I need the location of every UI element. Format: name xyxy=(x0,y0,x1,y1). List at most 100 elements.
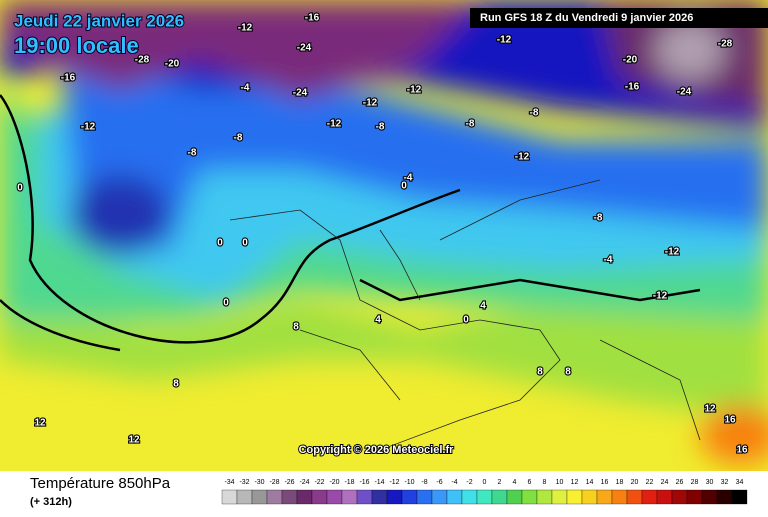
legend-swatch xyxy=(431,489,448,505)
legend-label: 30 xyxy=(706,479,714,486)
legend-label: -32 xyxy=(239,479,249,486)
isotherm-label: 16 xyxy=(736,445,748,456)
legend-label: 14 xyxy=(586,479,594,486)
legend-swatch xyxy=(386,489,403,505)
isotherm-label: -12 xyxy=(497,35,512,46)
isotherm-label: -4 xyxy=(241,83,250,94)
isotherm-label: -12 xyxy=(238,23,253,34)
legend-swatch xyxy=(221,489,238,505)
legend-label: -34 xyxy=(224,479,234,486)
isotherm-label: -12 xyxy=(363,98,378,109)
legend-label: -10 xyxy=(404,479,414,486)
legend-swatch xyxy=(266,489,283,505)
isotherm-label: -8 xyxy=(594,213,603,224)
legend-swatch xyxy=(236,489,253,505)
legend-swatch xyxy=(476,489,493,505)
legend-swatch xyxy=(716,489,733,505)
isotherm-label: -4 xyxy=(404,173,413,184)
isotherm-label: 4 xyxy=(375,315,381,326)
legend-swatch xyxy=(671,489,688,505)
isotherm-label: 0 xyxy=(401,181,407,192)
legend-label: 16 xyxy=(601,479,609,486)
legend-swatch xyxy=(656,489,673,505)
legend-swatch xyxy=(446,489,463,505)
legend-swatch xyxy=(626,489,643,505)
legend-swatch xyxy=(611,489,628,505)
legend-label: 2 xyxy=(498,479,502,486)
run: Run GFS 18 Z du Vendredi 9 janvier 2026 xyxy=(480,12,693,24)
isotherm-label: -12 xyxy=(515,152,530,163)
isotherm-label: -16 xyxy=(61,73,76,84)
legend-swatch xyxy=(371,489,388,505)
legend-label: 8 xyxy=(543,479,547,486)
run-box xyxy=(470,8,768,28)
parameter: Température 850hPa xyxy=(30,475,171,492)
time: 19:00 locale xyxy=(14,33,139,58)
isotherm-label: -12 xyxy=(81,122,96,133)
legend-swatch xyxy=(521,489,538,505)
legend-swatch xyxy=(686,489,703,505)
legend-label: 12 xyxy=(571,479,579,486)
legend-label: -2 xyxy=(466,479,472,486)
isotherm-label: -12 xyxy=(407,85,422,96)
isotherm-label: 0 xyxy=(242,238,248,249)
legend-swatch xyxy=(401,489,418,505)
legend-label: -26 xyxy=(284,479,294,486)
isotherm-label: 12 xyxy=(128,435,140,446)
legend-label: -4 xyxy=(451,479,457,486)
isotherm-label: -8 xyxy=(234,133,243,144)
legend-swatch xyxy=(311,489,328,505)
isotherm-label: 12 xyxy=(704,404,716,415)
isotherm-label: 8 xyxy=(565,367,571,378)
isotherm-label: 0 xyxy=(223,298,229,309)
isotherm-label: -8 xyxy=(376,122,385,133)
legend-swatch xyxy=(701,489,718,505)
isotherm-label: -8 xyxy=(530,108,539,119)
isotherm-label: 8 xyxy=(173,379,179,390)
legend-swatch xyxy=(536,489,553,505)
legend-label: -16 xyxy=(359,479,369,486)
legend-label: -6 xyxy=(436,479,442,486)
legend-label: 22 xyxy=(646,479,654,486)
isotherm-label: -28 xyxy=(135,55,150,66)
legend-swatch xyxy=(566,489,583,505)
legend-label: 4 xyxy=(513,479,517,486)
isotherm-label: -16 xyxy=(625,82,640,93)
isotherm-label: 0 xyxy=(17,183,23,194)
legend-label: 10 xyxy=(556,479,564,486)
title: Jeudi 22 janvier 2026 xyxy=(14,11,184,30)
isotherm-label: -28 xyxy=(718,39,733,50)
legend-swatch xyxy=(506,489,523,505)
isotherm-label: -8 xyxy=(188,148,197,159)
isotherm-label: -8 xyxy=(466,119,475,130)
legend-label: 20 xyxy=(631,479,639,486)
legend-swatch xyxy=(281,489,298,505)
copyright: Copyright © 2026 Meteociel.fr xyxy=(299,444,455,456)
legend-swatch xyxy=(326,489,343,505)
isotherm-label: 0 xyxy=(463,315,469,326)
isotherm-label: 4 xyxy=(480,301,486,312)
legend-label: -12 xyxy=(389,479,399,486)
isotherm-label: -4 xyxy=(604,255,613,266)
isotherm-label: -24 xyxy=(297,43,312,54)
legend-label: -18 xyxy=(344,479,354,486)
legend-label: 6 xyxy=(528,479,532,486)
legend-label: 0 xyxy=(483,479,487,486)
legend-label: 26 xyxy=(676,479,684,486)
legend-label: -28 xyxy=(269,479,279,486)
legend-label: 18 xyxy=(616,479,624,486)
legend-label: 24 xyxy=(661,479,669,486)
legend-swatch xyxy=(461,489,478,505)
legend-label: 28 xyxy=(691,479,699,486)
legend-swatch xyxy=(731,489,748,505)
legend-label: -30 xyxy=(254,479,264,486)
legend-label: 34 xyxy=(736,479,744,486)
legend-swatch xyxy=(641,489,658,505)
legend-swatch xyxy=(551,489,568,505)
legend-label: -22 xyxy=(314,479,324,486)
legend-label: -14 xyxy=(374,479,384,486)
isotherm-label: 16 xyxy=(724,415,736,426)
legend-label: -24 xyxy=(299,479,309,486)
legend-swatch xyxy=(491,489,508,505)
